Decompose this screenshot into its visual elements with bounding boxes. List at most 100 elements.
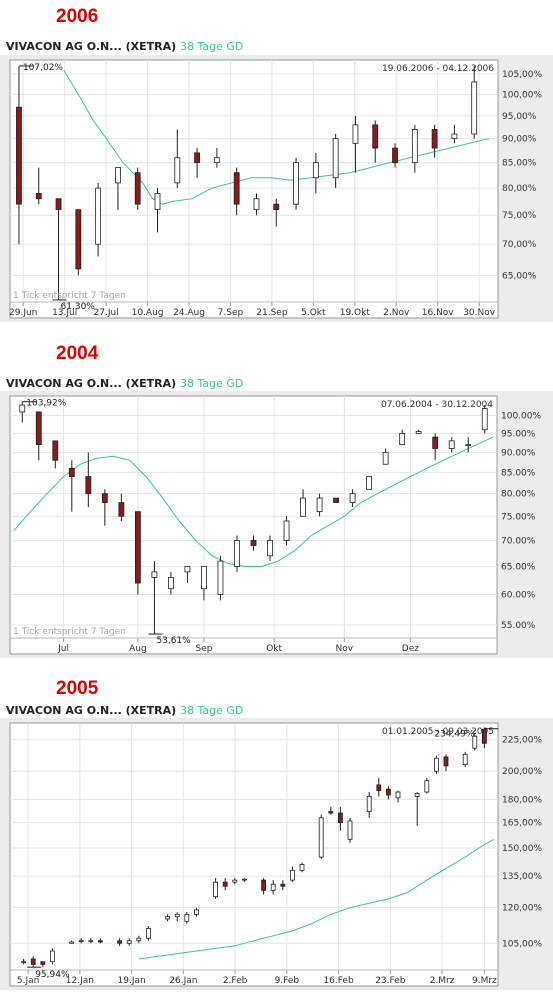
x-tick-label: 23.Feb (375, 976, 406, 986)
y-tick-label: 150,00% (502, 844, 542, 854)
candle-body (35, 411, 42, 446)
x-tick-label: 7.Sep (218, 308, 244, 318)
candle-body (392, 147, 398, 164)
candle-body (261, 879, 267, 891)
high-label: 107,02% (23, 63, 63, 73)
candle-body (289, 869, 295, 881)
x-tick-label: Okt (266, 644, 282, 654)
candle-body (414, 793, 420, 797)
y-tick-label: 180,00% (502, 795, 542, 805)
y-tick-label: 80.00% (501, 490, 536, 500)
y-tick-label: 100,00% (502, 90, 542, 100)
candle-body (85, 476, 92, 495)
x-tick-label: 13.Jul (52, 308, 77, 318)
x-tick-label: 16.Feb (323, 976, 354, 986)
candle-body (115, 167, 121, 184)
candle-body (431, 129, 438, 149)
candle-body (273, 203, 280, 211)
candle-body (145, 928, 151, 939)
candle-body (385, 788, 391, 796)
candlestick-chart-2005: 105,00% 120,00% 135,00% 150,00% 165,00% 180,0… (0, 718, 553, 990)
candle-body (333, 497, 339, 503)
x-tick-label: 19.Jan (118, 976, 146, 986)
candle-body (395, 791, 401, 799)
candle-body (98, 940, 103, 943)
candle-body (184, 913, 190, 922)
candle-body (78, 940, 84, 943)
candle-body (21, 961, 27, 964)
candle-body (433, 757, 439, 772)
low-label: 53,61% (156, 636, 191, 646)
x-tick-label: 10.Aug (132, 308, 164, 318)
y-tick-label: 65,00% (502, 271, 537, 281)
candle-body (154, 192, 161, 211)
candle-body (233, 172, 240, 205)
candle-body (101, 493, 108, 503)
candle-body (174, 913, 180, 918)
candle-body (415, 431, 422, 434)
candle-body (88, 940, 94, 943)
candle-body (168, 577, 174, 590)
x-tick-label: 5.Okt (301, 308, 326, 318)
x-tick-label: Dez (402, 644, 419, 654)
chart-title-2006: VIVACON AG O.N... (XETRA) 38 Tage GD (6, 40, 243, 53)
candle-body (411, 129, 418, 164)
y-tick-label: 200,00% (502, 767, 542, 777)
candle-body (347, 820, 353, 840)
y-tick-label: 225,00% (502, 736, 542, 746)
candle-body (68, 467, 75, 477)
y-tick-label: 120,00% (502, 904, 542, 914)
candle-body (134, 172, 141, 205)
y-tick-label: 70,00% (502, 240, 537, 250)
candle-body (55, 198, 62, 211)
candle-body (222, 881, 228, 887)
chart-title-text: VIVACON AG O.N... (XETRA) (6, 40, 177, 53)
y-tick-label: 75.00% (501, 512, 536, 522)
candle-body (117, 940, 122, 944)
x-tick-label: 29.Jun (9, 308, 37, 318)
y-tick-label: 80,00% (502, 184, 537, 194)
candle-body (349, 493, 356, 503)
low-label: 95,94% (35, 970, 70, 980)
candle-body (134, 511, 141, 584)
candle-body (299, 864, 305, 871)
y-tick-label: 105,00% (502, 939, 542, 949)
candle-body (328, 811, 334, 814)
x-tick-label: 30.Nov (463, 308, 496, 318)
candle-body (69, 941, 74, 944)
candle-body (471, 81, 478, 135)
candle-body (165, 916, 171, 920)
x-tick-label: Aug (129, 644, 147, 654)
ma-legend-label: 38 Tage GD (179, 377, 244, 390)
year-label-2006: 2006 (56, 6, 99, 27)
date-range-label: 01.01.2005 - 09.03.2005 (382, 727, 494, 737)
candle-body (376, 784, 382, 791)
candle-body (318, 817, 324, 858)
candle-body (366, 476, 373, 490)
y-tick-label: 165,00% (502, 819, 542, 829)
candle-body (52, 440, 59, 461)
candle-body (19, 404, 26, 413)
y-tick-label: 85.00% (501, 468, 536, 478)
candle-body (126, 940, 132, 944)
candle-body (448, 440, 455, 449)
candle-body (30, 958, 36, 965)
candle-body (472, 735, 478, 749)
candle-body (253, 198, 260, 211)
y-tick-label: 100.00% (501, 411, 541, 421)
x-tick-label: Sep (195, 644, 212, 654)
x-tick-label: 5.Jan (17, 976, 39, 986)
y-tick-label: 95,00% (502, 112, 537, 122)
x-tick-label: Nov (336, 644, 354, 654)
candle-body (312, 162, 319, 179)
candle-body (241, 878, 247, 881)
x-tick-label: 9.Mrz (472, 976, 497, 986)
candle-body (184, 566, 191, 573)
x-tick-label: 24.Aug (173, 308, 205, 318)
candle-body (352, 124, 359, 144)
candle-body (217, 560, 224, 595)
chart-title-2004: VIVACON AG O.N... (XETRA) 38 Tage GD (6, 377, 243, 390)
high-label: 103,92% (26, 399, 66, 409)
candle-body (50, 950, 55, 963)
candle-body (300, 497, 306, 517)
